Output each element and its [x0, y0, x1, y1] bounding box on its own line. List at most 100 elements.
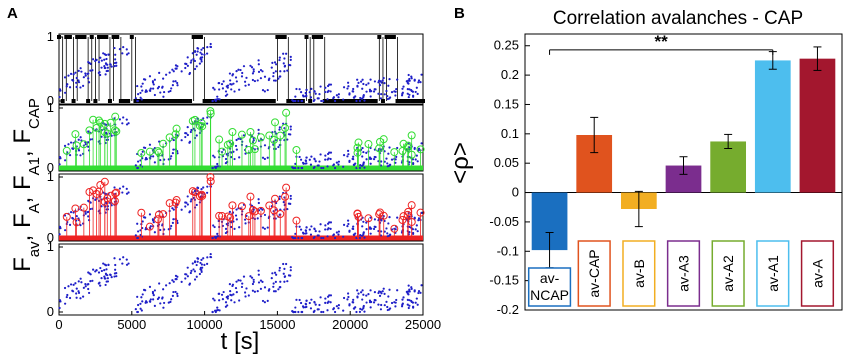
av-dot [199, 261, 202, 265]
y-tick-label: -0.1 [497, 243, 519, 258]
av-dot [356, 296, 359, 299]
av-dot [352, 155, 355, 158]
av-dot [225, 85, 228, 88]
av-dot [241, 282, 244, 285]
av-dot [118, 118, 121, 121]
av-dot [389, 96, 392, 99]
av-dot [369, 78, 372, 81]
av-dot [279, 280, 282, 283]
cap-marker [75, 35, 80, 39]
av-dot [148, 213, 152, 216]
av-dot [300, 236, 303, 240]
cap-marker [315, 35, 320, 39]
av-dot [113, 61, 117, 65]
av-dot [369, 162, 372, 165]
av-dot [80, 70, 83, 73]
av-dot [257, 63, 260, 66]
cap-marker [180, 99, 185, 103]
av-dot [77, 138, 80, 141]
cap-marker [260, 99, 265, 103]
av-dot [352, 298, 355, 301]
av-dot [298, 225, 301, 228]
av-dot [114, 268, 117, 271]
av-dot [348, 230, 351, 233]
av-dot [385, 89, 388, 93]
av-dot [92, 58, 95, 61]
av-dot [244, 84, 247, 87]
av-dot [394, 158, 397, 161]
av-dot [263, 75, 267, 78]
av-dot [358, 99, 362, 102]
av-dot [235, 138, 238, 142]
av-dot [68, 296, 72, 300]
av-dot [252, 280, 255, 284]
av-dot [348, 304, 351, 307]
av-dot [125, 53, 129, 56]
event-circle [226, 213, 235, 222]
av-dot [313, 227, 316, 230]
av-dot [238, 88, 241, 91]
panel-b-title: Correlation avalanches - CAP [553, 8, 803, 29]
av-dot [251, 78, 254, 82]
av-dot [342, 86, 346, 89]
av-dot [162, 77, 165, 80]
av-dot [362, 94, 365, 97]
av-dot [151, 292, 155, 295]
av-dot [249, 275, 252, 278]
av-dot [153, 161, 156, 164]
event-circle [215, 135, 224, 144]
av-dot [324, 154, 327, 157]
event-circle [364, 140, 373, 149]
av-dot [171, 207, 174, 210]
av-dot [234, 76, 238, 79]
cap-marker [155, 99, 160, 103]
av-dot [105, 268, 108, 271]
av-dot [238, 299, 241, 302]
av-dot [252, 70, 255, 73]
cap-marker [89, 35, 94, 39]
av-dot [326, 98, 329, 101]
av-dot [172, 280, 175, 283]
av-dot [266, 226, 269, 229]
event-circle [103, 194, 112, 203]
av-dot [261, 280, 264, 283]
av-dot [63, 286, 67, 290]
av-dot [278, 269, 281, 272]
av-dot [86, 283, 89, 286]
category-box [800, 240, 835, 307]
av-dot [294, 310, 297, 314]
av-dot [355, 99, 358, 103]
av-dot [415, 86, 418, 89]
av-dot [122, 185, 125, 188]
event-circle [206, 177, 215, 186]
av-dot [159, 158, 162, 162]
category-label-av-B: av-B [622, 240, 656, 307]
av-dot [292, 99, 295, 103]
av-dot [416, 303, 419, 306]
av-dot [357, 81, 360, 85]
av-dot [314, 230, 317, 233]
av-dot [324, 90, 327, 94]
av-dot [377, 81, 380, 84]
av-dot [365, 158, 368, 161]
av-dot [373, 218, 377, 221]
av-dot [289, 197, 292, 200]
av-dot [407, 95, 410, 99]
av-dot [410, 75, 413, 78]
av-dot [237, 68, 240, 71]
av-dot [71, 147, 74, 150]
av-dot [216, 162, 219, 166]
av-dot [329, 221, 333, 224]
av-dot [326, 152, 330, 156]
av-dot [89, 201, 92, 204]
av-dot [225, 296, 228, 299]
av-dot [317, 308, 320, 311]
av-dot [224, 301, 228, 304]
cap-marker [249, 99, 254, 103]
av-dot [139, 307, 142, 310]
event-circle [353, 148, 362, 157]
cap-marker [326, 99, 331, 103]
av-dot [412, 305, 415, 308]
av-dot [213, 98, 217, 101]
av-dot [222, 80, 225, 83]
